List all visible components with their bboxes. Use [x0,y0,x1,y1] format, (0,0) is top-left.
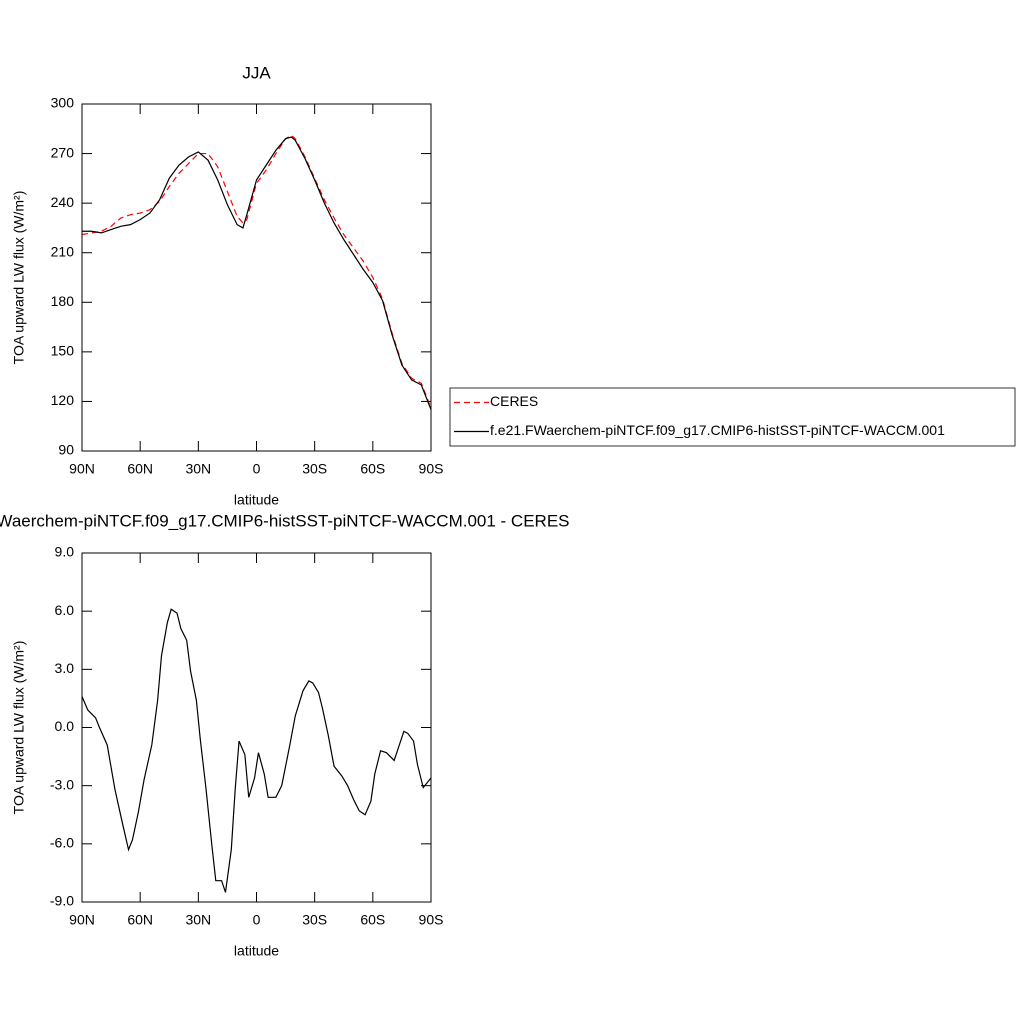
data-line [81,608,432,893]
legend-label: CERES [490,393,538,409]
plot-frame [81,103,432,452]
x-tick-label: 60S [360,461,385,477]
y-tick-label: 150 [51,343,75,359]
y-tick-label: 0.0 [55,718,75,734]
x-tick-label: 30S [302,461,327,477]
y-tick-label: 3.0 [55,660,75,676]
x-tick-label: 60N [127,912,153,928]
x-tick-label: 30N [185,912,211,928]
y-tick-label: 120 [51,392,75,408]
x-tick-label: 90S [419,912,444,928]
y-tick-label: -6.0 [50,835,74,851]
x-tick-label: 0 [253,912,261,928]
data-line [82,136,432,410]
x-tick-label: 60N [127,461,153,477]
legend-box [449,387,1016,447]
y-tick-label: -3.0 [50,776,74,792]
legend-label: f.e21.FWaerchem-piNTCF.f09_g17.CMIP6-his… [490,422,945,438]
y-axis-label: TOA upward LW flux (W/m²) [11,191,27,365]
y-tick-label: -9.0 [50,893,74,909]
y-axis-label: TOA upward LW flux (W/m²) [11,641,27,815]
y-tick-label: 9.0 [55,544,75,560]
x-axis-label: latitude [234,492,279,508]
x-tick-label: 30S [302,912,327,928]
y-tick-label: 300 [51,95,75,111]
y-tick-label: 90 [58,442,74,458]
x-tick-label: 90N [69,912,95,928]
x-tick-label: 90N [69,461,95,477]
x-tick-label: 30N [185,461,211,477]
plot-frame [81,552,432,903]
x-tick-label: 0 [253,461,261,477]
y-tick-label: 270 [51,144,75,160]
y-tick-label: 6.0 [55,602,75,618]
x-axis-label: latitude [234,943,279,959]
y-tick-label: 210 [51,243,75,259]
x-tick-label: 90S [419,461,444,477]
x-tick-label: 60S [360,912,385,928]
y-tick-label: 180 [51,293,75,309]
chart-title: JJA [242,63,271,82]
data-line [81,134,432,409]
chart-title: f.e21.FWaerchem-piNTCF.f09_g17.CMIP6-his… [0,511,570,530]
y-tick-label: 240 [51,194,75,210]
